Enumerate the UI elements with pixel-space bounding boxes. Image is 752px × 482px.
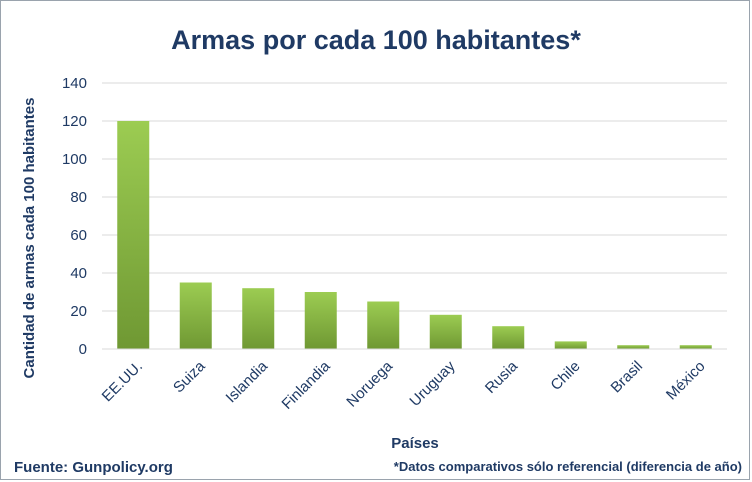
y-axis-ticks: 0 20 40 60 80 100 120 140 [62, 75, 87, 358]
x-axis-ticks: EE.UU. Suiza Islandia Finlandia Noruega Urugu… [99, 357, 709, 413]
x-tick-label: Rusia [482, 357, 522, 397]
y-tick-label: 40 [70, 265, 87, 282]
y-tick-label: 120 [62, 113, 87, 130]
bar-uruguay [429, 314, 462, 349]
x-tick-label: Suiza [170, 357, 209, 396]
y-tick-label: 100 [62, 151, 87, 168]
x-tick-label: Finlandia [279, 357, 335, 413]
disclaimer-note: *Datos comparativos sólo referencial (di… [394, 459, 742, 474]
bar-chile [554, 341, 587, 349]
y-axis-title: Cantidad de armas cada 100 habitantes [21, 98, 38, 379]
bar-islandia [242, 288, 275, 349]
x-tick-label: Chile [547, 358, 583, 394]
x-tick-label: Brasil [608, 358, 647, 397]
bar-brasil [617, 345, 650, 349]
bar-méxico [679, 345, 712, 349]
y-tick-label: 20 [70, 303, 87, 320]
bar-eeuu [117, 121, 150, 349]
x-tick-label: Noruega [343, 357, 396, 410]
bar-rusia [492, 326, 525, 349]
y-tick-label: 0 [79, 341, 87, 358]
x-tick-label: Islandia [222, 357, 271, 406]
y-tick-label: 60 [70, 227, 87, 244]
y-tick-label: 80 [70, 189, 87, 206]
gridlines [102, 82, 727, 312]
y-tick-label: 140 [62, 75, 87, 92]
x-axis-title: Países [391, 435, 439, 452]
bars [117, 121, 712, 349]
x-tick-label: EE.UU. [99, 358, 146, 405]
source-note: Fuente: Gunpolicy.org [14, 459, 173, 476]
x-tick-label: Uruguay [406, 357, 458, 409]
x-tick-label: México [663, 358, 709, 404]
bar-noruega [367, 301, 400, 349]
bar-suiza [179, 282, 212, 349]
bar-finlandia [304, 292, 337, 349]
chart-title: Armas por cada 100 habitantes* [171, 25, 581, 55]
